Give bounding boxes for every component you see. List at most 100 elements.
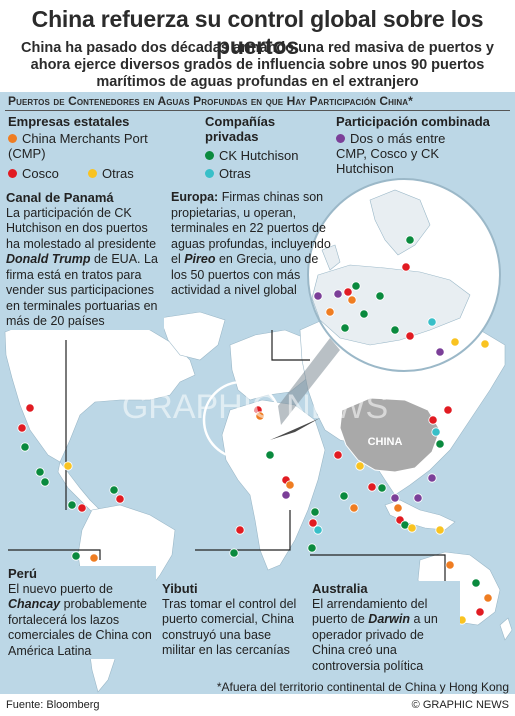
annotation-emphasis: Chancay bbox=[8, 597, 61, 611]
annotation-australia: Australia El arrendamiento del puerto de… bbox=[312, 581, 460, 674]
state-others-dot-icon bbox=[88, 169, 97, 178]
annotation-heading: Australia bbox=[312, 581, 368, 596]
port-dot bbox=[405, 331, 415, 341]
ck-hutchison-dot-icon bbox=[205, 151, 214, 160]
port-dot bbox=[77, 503, 87, 513]
annotation-text: La participación de CK Hutchison en dos … bbox=[6, 205, 157, 251]
legend-label: China Merchants Port (CMP) bbox=[8, 131, 148, 161]
annotation-text: de EUA. La firma está en tratos para ven… bbox=[6, 252, 158, 328]
port-dot bbox=[313, 525, 323, 535]
legend-label: Otras bbox=[102, 166, 134, 181]
djibouti-leader-line bbox=[195, 510, 291, 551]
port-dot bbox=[355, 461, 365, 471]
legend-combined-heading: Participación combinada bbox=[336, 114, 490, 129]
annotation-emphasis: Darwin bbox=[368, 612, 410, 626]
port-dots bbox=[17, 235, 493, 625]
heading-rule bbox=[5, 110, 510, 111]
port-dot bbox=[343, 287, 353, 297]
africa-landmass bbox=[221, 399, 326, 571]
port-dot bbox=[450, 337, 460, 347]
annotation-text: El arrendamiento del puerto de bbox=[312, 596, 428, 627]
port-dot bbox=[281, 490, 291, 500]
annotation-heading: Yibuti bbox=[162, 581, 198, 596]
port-dot bbox=[339, 491, 349, 501]
legend-private-ck: CK Hutchison bbox=[205, 148, 298, 163]
port-dot bbox=[413, 493, 423, 503]
port-dot bbox=[435, 439, 445, 449]
port-dot bbox=[40, 477, 50, 487]
annotation-djibouti: Yibuti Tras tomar el control del puerto … bbox=[162, 581, 300, 659]
annotation-heading: Canal de Panamá bbox=[6, 190, 114, 205]
cosco-dot-icon bbox=[8, 169, 17, 178]
port-dot bbox=[471, 578, 481, 588]
port-dot bbox=[235, 525, 245, 535]
zoom-connector-lower bbox=[270, 418, 320, 440]
legend-state-cmp: China Merchants Port (CMP) bbox=[8, 131, 158, 161]
combined-dot-icon bbox=[336, 134, 345, 143]
port-dot bbox=[25, 403, 35, 413]
port-dot bbox=[349, 503, 359, 513]
annotation-peru: Perú El nuevo puerto de Chancay probable… bbox=[8, 566, 156, 659]
peru-leader-line bbox=[8, 549, 101, 560]
legend-state-heading: Empresas estatales bbox=[8, 114, 130, 129]
annotation-emphasis: Donald Trump bbox=[6, 252, 91, 266]
port-dot bbox=[35, 467, 45, 477]
port-dot bbox=[255, 411, 265, 421]
port-dot bbox=[483, 593, 493, 603]
china-highlight bbox=[339, 397, 441, 473]
port-dot bbox=[375, 291, 385, 301]
port-dot bbox=[367, 482, 377, 492]
annotation-text: Tras tomar el control del puerto comerci… bbox=[162, 596, 297, 658]
port-dot bbox=[17, 423, 27, 433]
legend-label: Dos o más entre CMP, Cosco y CK Hutchiso… bbox=[336, 131, 446, 176]
europe-locator-circle bbox=[202, 380, 282, 460]
china-label: CHINA bbox=[368, 436, 403, 448]
port-dot bbox=[285, 480, 295, 490]
annotation-panama: Canal de Panamá La participación de CK H… bbox=[6, 190, 164, 330]
source: Fuente: Bloomberg bbox=[6, 699, 100, 711]
legend-label: CK Hutchison bbox=[219, 148, 299, 163]
central-america-landmass bbox=[57, 461, 101, 513]
port-dot bbox=[63, 461, 73, 471]
port-dot bbox=[390, 325, 400, 335]
legend-private-heading: Compañías privadas bbox=[205, 114, 276, 144]
annotation-text: probablemente fortalecerá los lazos come… bbox=[8, 597, 152, 658]
annotation-text: Firmas chinas son propietarias, u operan… bbox=[171, 190, 331, 266]
private-others-dot-icon bbox=[205, 169, 214, 178]
legend-combined-item: Dos o más entre CMP, Cosco y CK Hutchiso… bbox=[336, 131, 456, 176]
port-dot bbox=[308, 518, 318, 528]
port-dot bbox=[89, 553, 99, 563]
port-dot bbox=[351, 281, 361, 291]
legend-private-others: Otras bbox=[205, 166, 251, 181]
port-dot bbox=[340, 323, 350, 333]
legend-label: Otras bbox=[219, 166, 251, 181]
zoom-connector bbox=[278, 338, 340, 425]
port-dot bbox=[401, 262, 411, 272]
port-dot bbox=[307, 543, 317, 553]
port-dot bbox=[359, 309, 369, 319]
port-dot bbox=[333, 450, 343, 460]
port-dot bbox=[475, 607, 485, 617]
inset-scandinavia bbox=[369, 189, 431, 256]
port-dot bbox=[393, 503, 403, 513]
annotation-text: a un operador privado de China creó una … bbox=[312, 612, 438, 673]
port-dot bbox=[445, 560, 455, 570]
inset-britain bbox=[321, 244, 341, 271]
port-dot bbox=[407, 523, 417, 533]
annotation-heading: Europa: bbox=[171, 190, 219, 204]
credit: © GRAPHIC NEWS bbox=[411, 699, 509, 711]
new-zealand-landmass bbox=[499, 617, 513, 641]
port-dot bbox=[67, 500, 77, 510]
watermark: GRAPHIC NEWS bbox=[122, 388, 388, 426]
port-dot bbox=[325, 307, 335, 317]
annotation-text: El nuevo puerto de bbox=[8, 581, 113, 596]
port-dot bbox=[377, 483, 387, 493]
page-subtitle: China ha pasado dos décadas armando una … bbox=[20, 40, 494, 90]
port-dot bbox=[435, 525, 445, 535]
cmp-dot-icon bbox=[8, 134, 17, 143]
port-dot bbox=[115, 494, 125, 504]
port-dot bbox=[313, 291, 323, 301]
port-dot bbox=[333, 289, 343, 299]
annotation-europe: Europa: Firmas chinas son propietarias, … bbox=[171, 190, 337, 299]
